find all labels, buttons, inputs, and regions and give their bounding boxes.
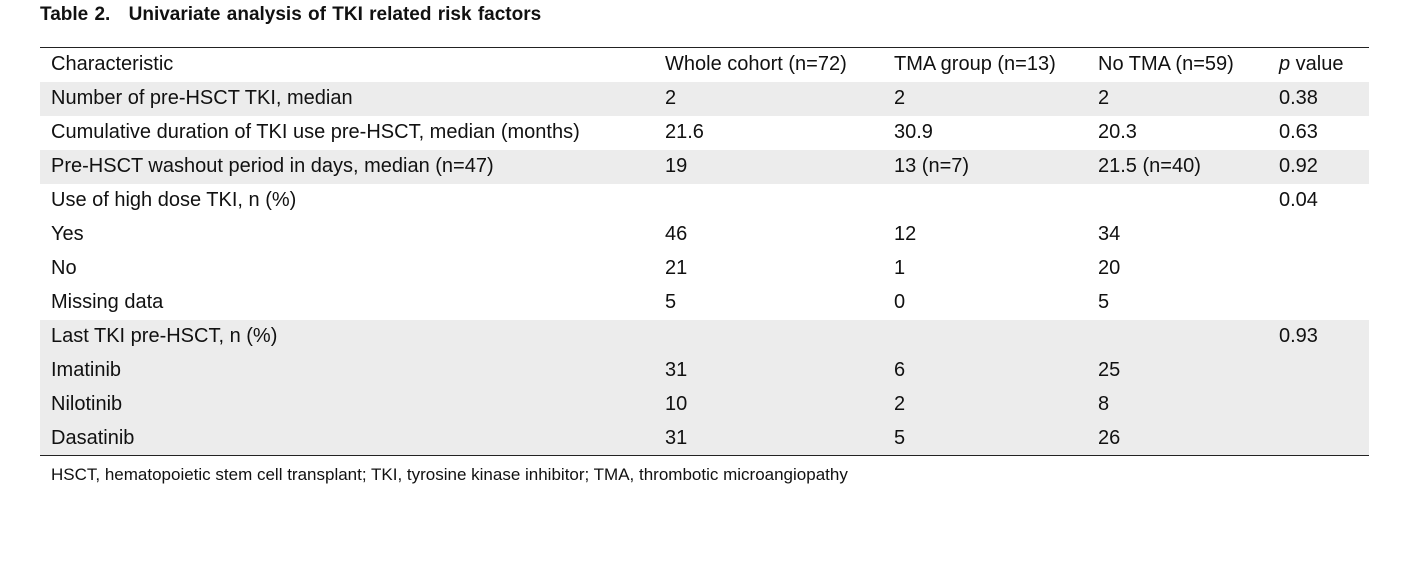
cell-characteristic: No bbox=[51, 257, 77, 279]
cell-characteristic: Missing data bbox=[51, 291, 164, 313]
table-number: Table 2. bbox=[40, 4, 111, 25]
cell-characteristic: Use of high dose TKI, n (%) bbox=[51, 189, 297, 211]
cell-tma-group: 5 bbox=[883, 421, 1087, 456]
table-row: Last TKI pre-HSCT, n (%) 0.93 bbox=[40, 319, 1369, 354]
table-header-row: Characteristic Whole cohort (n=72) TMA g… bbox=[40, 47, 1369, 82]
p-symbol: p bbox=[1279, 53, 1291, 76]
cell-whole-cohort bbox=[654, 319, 883, 354]
cell-no-tma bbox=[1087, 184, 1268, 218]
table-footnote: HSCT, hematopoietic stem cell transplant… bbox=[51, 465, 848, 484]
table-row: Pre-HSCT washout period in days, median … bbox=[40, 149, 1369, 184]
table-row: Nilotinib 10 2 8 bbox=[40, 387, 1369, 422]
cell-no-tma: 2 bbox=[1087, 81, 1268, 116]
table-row: Number of pre-HSCT TKI, median 2 2 2 0.3… bbox=[40, 81, 1369, 116]
cell-tma-group: 13 (n=7) bbox=[883, 149, 1087, 184]
table-row: Missing data 5 0 5 bbox=[40, 286, 1369, 320]
cell-characteristic: Nilotinib bbox=[40, 387, 654, 422]
table-row: Cumulative duration of TKI use pre-HSCT,… bbox=[40, 116, 1369, 150]
table-caption: Table 2. Univariate analysis of TKI rela… bbox=[40, 4, 541, 26]
cell-p-value: 0.38 bbox=[1268, 81, 1369, 116]
cell-no-tma: 5 bbox=[1098, 291, 1110, 313]
cell-no-tma bbox=[1087, 319, 1268, 354]
cell-no-tma: 34 bbox=[1098, 223, 1121, 245]
cell-tma-group: 30.9 bbox=[894, 121, 933, 143]
header-whole-cohort: Whole cohort (n=72) bbox=[665, 53, 847, 76]
cell-p-value bbox=[1268, 421, 1369, 456]
cell-p-value bbox=[1268, 286, 1369, 320]
cell-whole-cohort: 31 bbox=[654, 421, 883, 456]
header-no-tma: No TMA (n=59) bbox=[1098, 53, 1234, 76]
cell-tma-group bbox=[883, 184, 1087, 218]
cell-p-value: 0.63 bbox=[1279, 121, 1318, 143]
cell-p-value bbox=[1268, 387, 1369, 422]
table-row: Dasatinib 31 5 26 bbox=[40, 421, 1369, 456]
cell-no-tma: 20.3 bbox=[1098, 121, 1137, 143]
cell-whole-cohort bbox=[654, 184, 883, 218]
cell-p-value bbox=[1268, 218, 1369, 252]
cell-characteristic: Last TKI pre-HSCT, n (%) bbox=[40, 319, 654, 354]
cell-p-value: 0.92 bbox=[1268, 149, 1369, 184]
cell-no-tma: 21.5 (n=40) bbox=[1087, 149, 1268, 184]
cell-tma-group bbox=[883, 319, 1087, 354]
header-characteristic: Characteristic bbox=[51, 53, 174, 76]
cell-tma-group: 6 bbox=[883, 353, 1087, 388]
table-row: No 21 1 20 bbox=[40, 252, 1369, 286]
cell-tma-group: 12 bbox=[894, 223, 917, 245]
univariate-analysis-table: Characteristic Whole cohort (n=72) TMA g… bbox=[40, 47, 1369, 456]
cell-no-tma: 20 bbox=[1098, 257, 1121, 279]
header-tma-group: TMA group (n=13) bbox=[894, 53, 1056, 76]
cell-whole-cohort: 21 bbox=[665, 257, 688, 279]
cell-p-value bbox=[1268, 252, 1369, 286]
cell-whole-cohort: 19 bbox=[654, 149, 883, 184]
cell-characteristic: Imatinib bbox=[40, 353, 654, 388]
cell-tma-group: 1 bbox=[894, 257, 906, 279]
cell-tma-group: 2 bbox=[883, 387, 1087, 422]
cell-characteristic: Dasatinib bbox=[40, 421, 654, 456]
cell-p-value bbox=[1268, 353, 1369, 388]
header-p-value: p value bbox=[1268, 48, 1369, 82]
cell-tma-group: 0 bbox=[894, 291, 906, 313]
table-row: Yes 46 12 34 bbox=[40, 218, 1369, 252]
table-title: Univariate analysis of TKI related risk … bbox=[128, 4, 542, 25]
cell-whole-cohort: 46 bbox=[665, 223, 688, 245]
cell-p-value: 0.93 bbox=[1268, 319, 1369, 354]
cell-whole-cohort: 31 bbox=[654, 353, 883, 388]
p-label: value bbox=[1290, 53, 1344, 76]
cell-whole-cohort: 21.6 bbox=[665, 121, 704, 143]
cell-characteristic: Yes bbox=[51, 223, 84, 245]
cell-characteristic: Pre-HSCT washout period in days, median … bbox=[40, 149, 654, 184]
table-row: Imatinib 31 6 25 bbox=[40, 353, 1369, 388]
cell-no-tma: 8 bbox=[1087, 387, 1268, 422]
cell-characteristic: Cumulative duration of TKI use pre-HSCT,… bbox=[51, 121, 580, 143]
cell-no-tma: 26 bbox=[1087, 421, 1268, 456]
cell-whole-cohort: 2 bbox=[654, 81, 883, 116]
cell-characteristic: Number of pre-HSCT TKI, median bbox=[40, 81, 654, 116]
cell-whole-cohort: 10 bbox=[654, 387, 883, 422]
cell-no-tma: 25 bbox=[1087, 353, 1268, 388]
cell-tma-group: 2 bbox=[883, 81, 1087, 116]
cell-p-value: 0.04 bbox=[1279, 189, 1318, 211]
cell-whole-cohort: 5 bbox=[665, 291, 677, 313]
table-row: Use of high dose TKI, n (%) 0.04 bbox=[40, 184, 1369, 218]
